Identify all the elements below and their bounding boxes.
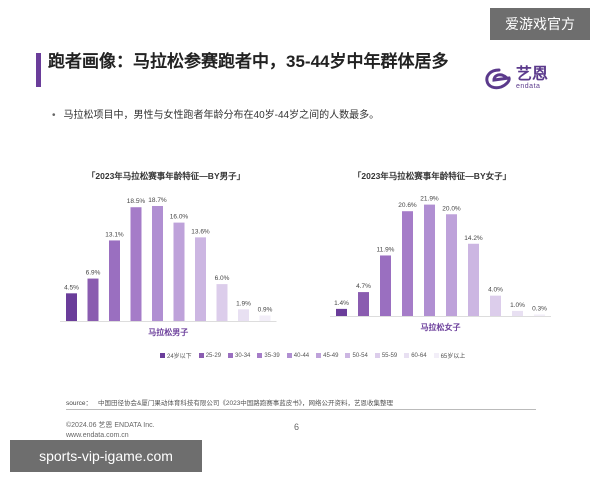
legend-item-3: 30-34 [228,353,250,359]
legend-item-2: 25-29 [198,352,222,359]
male-chart-title: 「2023年马拉松赛事年龄特征—BY男子」 [86,171,246,181]
legend-swatch-7 [345,353,351,358]
legend-label-6: 45-49 [323,352,339,359]
watermark-bottom: sports-vip-igame.com [10,440,202,472]
legend-label-10: 65岁以上 [440,354,466,360]
female-bar-label-6: 20.0% [442,205,461,212]
legend-swatch-1 [160,353,165,358]
footer-url: www.endata.com.cn [66,432,129,439]
legend-swatch-9 [404,353,410,358]
legend-item-10: 65岁以上 [433,351,466,360]
female-bar-9 [512,310,523,316]
female-bar-label-10: 0.3% [532,305,547,312]
watermark-top: 爱游戏官方 [490,8,590,40]
legend-item-7: 50-54 [345,352,368,359]
male-bar-9 [238,309,249,321]
legend-swatch-8 [374,353,380,358]
male-bar-4 [130,207,142,321]
female-bar-5 [424,204,435,316]
legend-item-4: 35-39 [257,352,280,359]
legend-label-5: 40-44 [293,352,310,359]
male-bar-label-3: 13.1% [105,231,124,238]
male-bar-label-5: 18.7% [148,197,167,204]
female-bar-label-7: 14.2% [464,235,483,242]
male-bar-3 [109,240,120,321]
endata-logo-icon [485,68,511,89]
female-bar-label-8: 4.0% [488,287,503,294]
male-bar-label-7: 13.6% [191,228,210,235]
female-bar-label-3: 11.9% [377,246,395,253]
legend-label-3: 30-34 [235,352,251,359]
female-bar-10 [534,314,545,316]
female-bar-2 [358,292,369,316]
legend-label-7: 50-54 [352,352,368,359]
female-bar-label-2: 4.7% [356,283,371,290]
female-bar-label-4: 20.6% [398,202,417,209]
male-bar-label-2: 6.9% [86,270,101,277]
legend-swatch-5 [286,353,292,358]
female-bar-3 [380,255,391,316]
legend-swatch-3 [228,353,234,358]
male-bar-10 [259,315,271,321]
female-bar-1 [336,308,347,316]
summary-text: 马拉松项目中，男性与女性跑者年龄分布在40岁-44岁之间的人数最多。 [63,110,380,121]
female-bar-label-5: 21.9% [420,196,439,203]
source-label: source： [66,400,93,407]
legend-label-2: 25-29 [205,352,222,359]
female-bar-6 [446,214,457,316]
legend-swatch-2 [198,353,204,358]
logo-text-cn: 艺恩 [516,66,549,83]
female-bar-label-9: 1.0% [510,302,525,309]
male-bar-label-9: 1.9% [236,300,251,307]
female-bar-4 [402,211,413,316]
male-bar-5 [152,205,163,321]
legend-swatch-10 [433,353,439,358]
male-bar-6 [173,222,185,321]
footer-divider [66,409,536,410]
female-bar-label-1: 1.4% [334,300,349,307]
title-accent-bar [36,53,41,87]
female-bar-7 [468,243,479,316]
legend-label-8: 55-59 [381,352,398,359]
male-bar-label-1: 4.5% [64,284,79,291]
page-title: 跑者画像：马拉松参赛跑者中，35-44岁中年群体居多 [48,52,449,71]
legend-label-4: 35-39 [264,352,280,359]
legend-item-6: 45-49 [316,353,338,359]
legend-item-1: 24岁以下 [160,351,192,360]
male-bar-label-6: 16.0% [170,214,189,221]
legend-item-5: 40-44 [286,352,310,359]
legend-item-9: 60-64 [404,352,427,359]
legend-label-9: 60-64 [411,352,427,359]
male-bar-label-4: 18.5% [127,198,146,205]
female-chart-title: 「2023年马拉松赛事年龄特征—BY女子」 [352,171,512,181]
male-bar-1 [66,293,77,321]
legend-label-1: 24岁以下 [167,354,192,360]
logo-text-en: endata [516,83,541,90]
bullet-dot: • [52,110,56,121]
male-bar-7 [195,237,206,321]
male-bar-label-10: 0.9% [258,306,273,313]
male-bar-label-8: 6.0% [215,275,230,282]
page-number: 6 [294,422,300,432]
chart-legend: 24岁以下 25-29 30-34 35-39 40-44 45-49 50-54 55-59… [160,351,480,360]
endata-logo: 艺恩 endata [484,66,548,91]
summary-bullet: • 马拉松项目中，男性与女性跑者年龄分布在40岁-44岁之间的人数最多。 [52,106,379,121]
source-note: source： 中国田径协会&厦门果动体育科技有限公司《2023中国路跑赛事蓝皮书… [66,397,393,407]
legend-swatch-6 [316,353,322,358]
female-bar-8 [490,295,501,316]
source-text: 中国田径协会&厦门果动体育科技有限公司《2023中国路跑赛事蓝皮书》，网络公开资… [98,400,394,407]
male-chart-xlabel: 马拉松男子 [148,327,188,337]
female-chart-xlabel: 马拉松女子 [421,322,461,332]
male-bar-2 [87,278,99,321]
legend-item-8: 55-59 [374,352,398,359]
legend-swatch-4 [257,353,263,358]
male-bar-8 [216,284,228,321]
footer-copyright: ©2024.06 艺恩 ENDATA Inc. [66,422,155,429]
